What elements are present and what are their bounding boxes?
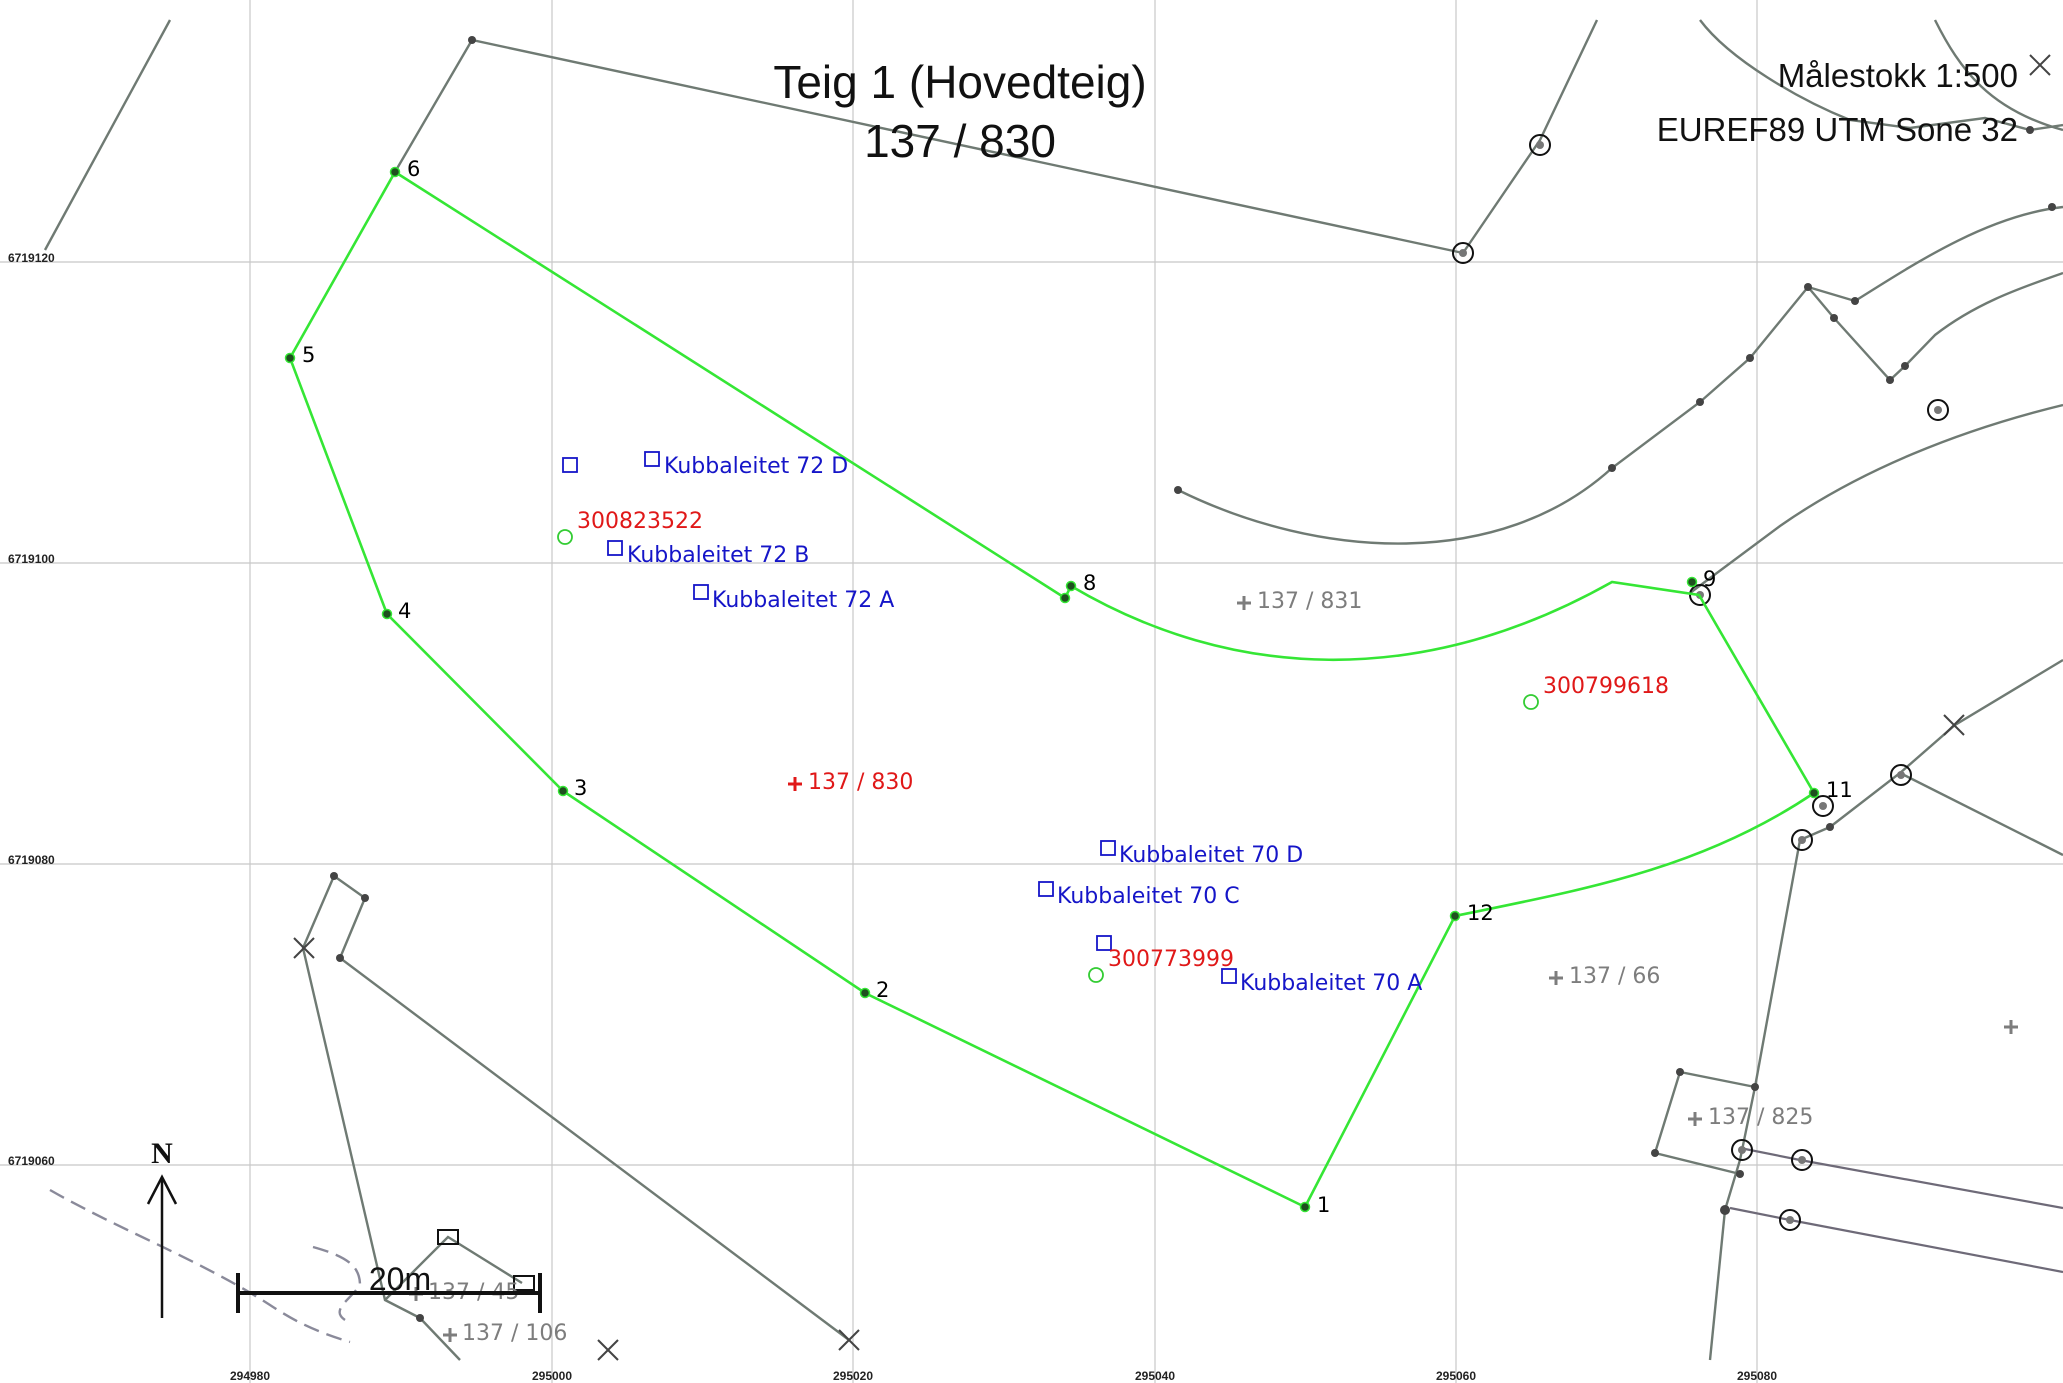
boundary-vertices	[284, 166, 1820, 1213]
vertex-label-12: 12	[1467, 901, 1494, 925]
crs-label: EUREF89 UTM Sone 32	[1657, 111, 2018, 148]
survey-markers	[1452, 134, 1949, 1231]
main-parcel-label: 137 / 830	[808, 770, 913, 795]
address-label-72b: Kubbaleitet 72 B	[627, 543, 809, 568]
north-arrow	[146, 1174, 178, 1318]
x-tick-label: 295020	[833, 1369, 873, 1383]
vertex-labels: 1 2 3 4 5 6 8 9 11 12	[302, 157, 1853, 1217]
address-label-72a: Kubbaleitet 72 A	[712, 588, 894, 613]
scale-bar	[236, 1273, 542, 1313]
y-tick-labels: 6719120 6719100 6719080 6719060	[8, 251, 55, 1168]
parcel-label-137-825: 137 / 825	[1708, 1105, 1813, 1130]
x-tick-label: 295000	[532, 1369, 572, 1383]
scale-label: Målestokk 1:500	[1778, 57, 2018, 94]
y-tick-label: 6719060	[8, 1154, 55, 1168]
x-tick-label: 295060	[1436, 1369, 1476, 1383]
address-label-70a: Kubbaleitet 70 A	[1240, 971, 1422, 996]
vertex-label-3: 3	[574, 776, 587, 800]
building-id-300799618: 300799618	[1543, 674, 1669, 699]
x-tick-label: 295040	[1135, 1369, 1175, 1383]
address-label-70d: Kubbaleitet 70 D	[1119, 843, 1303, 868]
north-label: N	[151, 1137, 173, 1170]
y-tick-label: 6719120	[8, 251, 55, 265]
vertex-label-4: 4	[398, 599, 411, 623]
building-id-300823522: 300823522	[577, 509, 703, 534]
vertex-label-1: 1	[1317, 1193, 1330, 1217]
vertex-label-8: 8	[1083, 571, 1096, 595]
road-network	[43, 19, 2063, 1361]
map-title: Teig 1 (Hovedteig)	[773, 56, 1146, 108]
parcel-label-137-106: 137 / 106	[462, 1321, 567, 1346]
scale-bar-label: 20m	[369, 1261, 431, 1297]
parcel-label-137-66: 137 / 66	[1569, 964, 1660, 989]
x-tick-label: 295080	[1737, 1369, 1777, 1383]
address-label-72d: Kubbaleitet 72 D	[664, 454, 848, 479]
vertex-label-5: 5	[302, 343, 315, 367]
building-id-300773999: 300773999	[1108, 947, 1234, 972]
y-tick-label: 6719100	[8, 552, 55, 566]
x-markers	[293, 54, 2051, 1361]
address-label-70c: Kubbaleitet 70 C	[1057, 884, 1240, 909]
x-tick-label: 294980	[230, 1369, 270, 1383]
small-square-markers	[437, 1229, 535, 1291]
map-subtitle: 137 / 830	[864, 115, 1056, 167]
x-tick-labels: 294980 295000 295020 295040 295060 29508…	[230, 1369, 1777, 1383]
building-ids: 300823522 300799618 300773999	[557, 509, 1669, 983]
vertex-label-2: 2	[876, 978, 889, 1002]
parcel-label-137-831: 137 / 831	[1257, 589, 1362, 614]
y-tick-label: 6719080	[8, 853, 55, 867]
road-nodes	[330, 36, 2056, 1322]
vertex-label-9: 9	[1703, 567, 1716, 591]
address-points: Kubbaleitet 72 D Kubbaleitet 72 B Kubbal…	[562, 451, 1422, 996]
vertex-label-11: 11	[1826, 778, 1853, 802]
parcel-boundary-137-830	[288, 170, 1816, 1209]
vertex-label-6: 6	[407, 157, 420, 181]
